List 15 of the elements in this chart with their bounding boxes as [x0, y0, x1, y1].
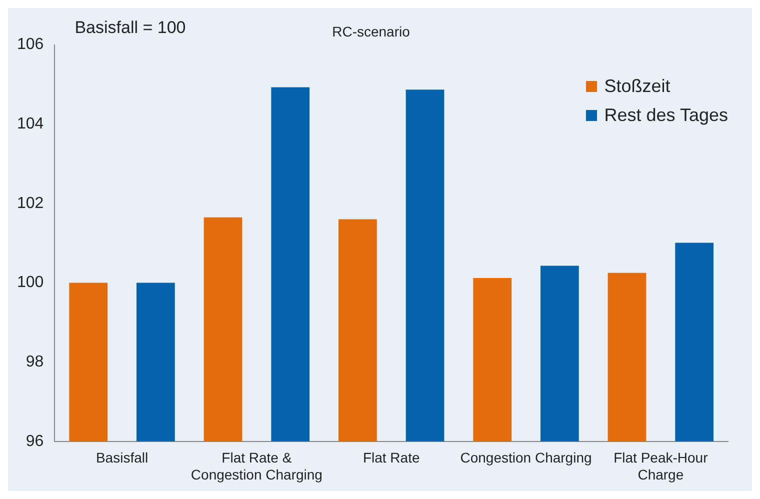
chart-title: RC-scenario: [332, 23, 410, 40]
y-tick-label: 100: [16, 274, 44, 292]
y-tick-label: 96: [26, 432, 44, 450]
x-tick-label: Flat Rate: [362, 450, 420, 466]
x-tick-label: Basisfall: [96, 450, 148, 466]
y-tick-label: 98: [26, 353, 44, 370]
y-tick-label: 102: [16, 194, 44, 212]
legend-label: Rest des Tages: [604, 105, 728, 126]
y-tick-label: 106: [16, 36, 44, 54]
legend-label: Stoßzeit: [604, 76, 670, 97]
x-tick-label: Congestion Charging: [460, 450, 592, 466]
y-tick-label: 104: [16, 116, 44, 133]
text: Basisfall = 100: [74, 18, 186, 38]
x-tick-label: Flat Peak-Hour Charge: [614, 450, 708, 482]
x-tick-label: Flat Rate & Congestion Charging: [190, 450, 322, 482]
